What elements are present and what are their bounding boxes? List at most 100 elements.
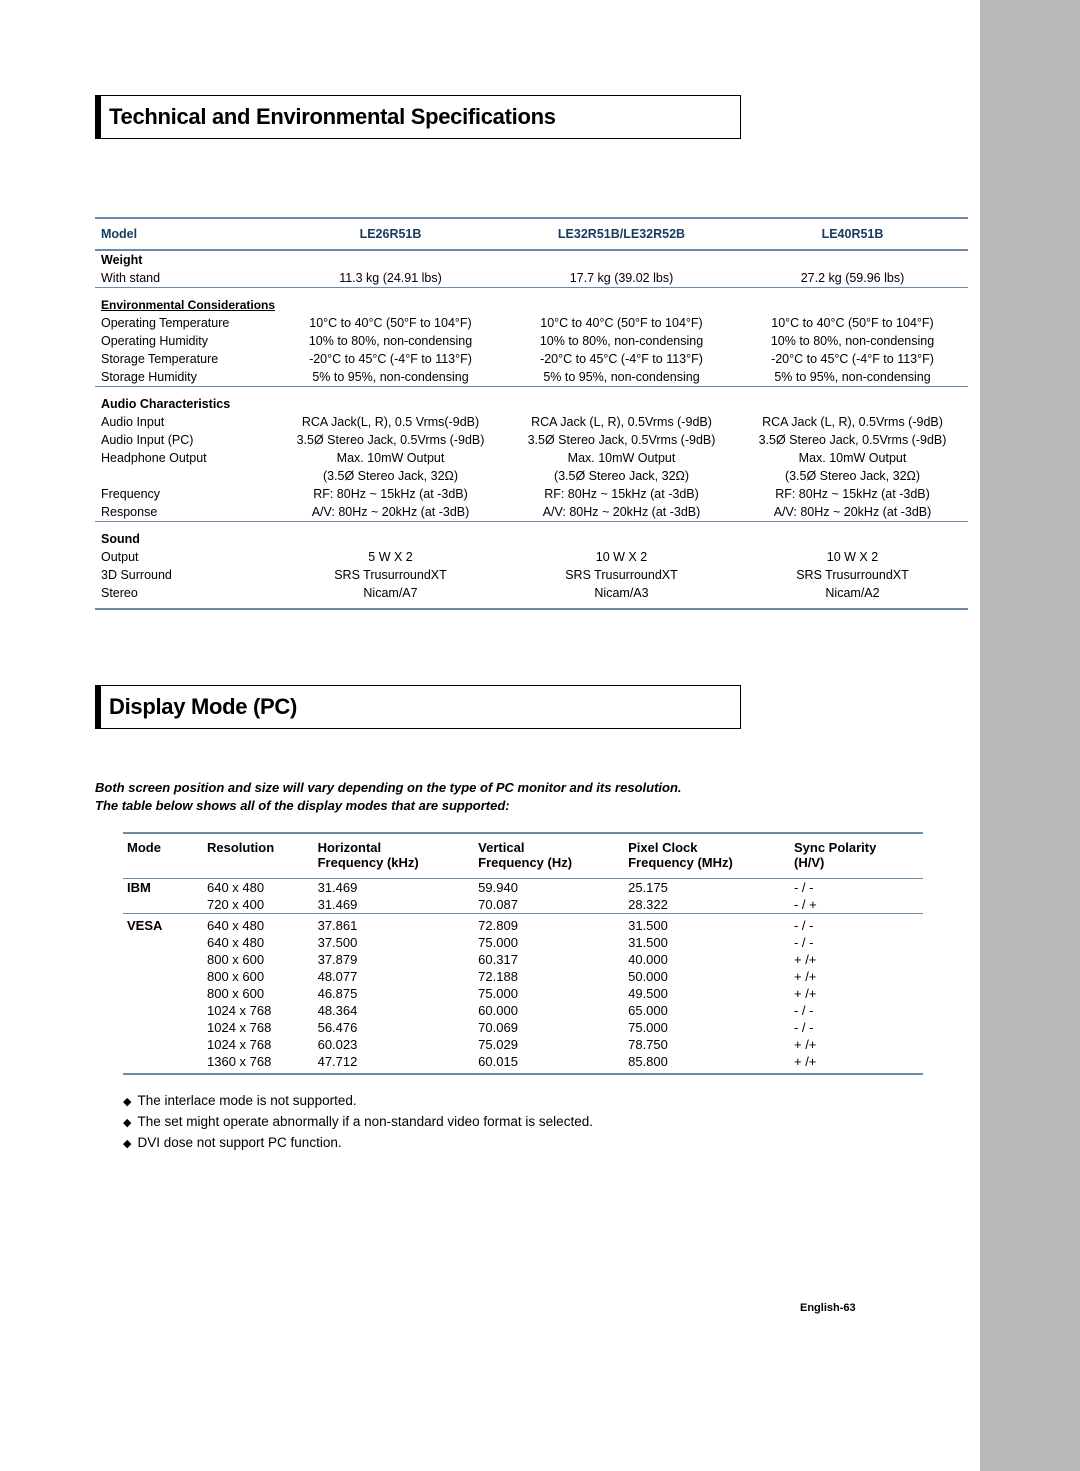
spec-row-value: (3.5Ø Stereo Jack, 32Ω)	[506, 467, 737, 485]
mode-cell: 78.750	[624, 1036, 790, 1053]
mode-cell: 75.000	[474, 934, 624, 951]
mode-cell: 37.861	[314, 914, 475, 935]
diamond-icon: ◆	[123, 1096, 131, 1108]
spec-group-title: Sound	[95, 522, 968, 549]
mode-cell: 60.015	[474, 1053, 624, 1074]
mode-cell: 640 x 480	[203, 914, 314, 935]
spec-row-value: RCA Jack(L, R), 0.5 Vrms(-9dB)	[275, 413, 506, 431]
spec-row-value: 10 W X 2	[506, 548, 737, 566]
spec-row-value: RCA Jack (L, R), 0.5Vrms (-9dB)	[737, 413, 968, 431]
spec-row-value: 3.5Ø Stereo Jack, 0.5Vrms (-9dB)	[275, 431, 506, 449]
spec-row-value: A/V: 80Hz ~ 20kHz (at -3dB)	[506, 503, 737, 522]
mode-cell: - / +	[790, 896, 923, 914]
spec-row-label: Stereo	[95, 584, 275, 609]
mode-cell: - / -	[790, 1019, 923, 1036]
section1-title: Technical and Environmental Specificatio…	[109, 104, 556, 130]
section2-title-box: Display Mode (PC)	[95, 685, 741, 729]
mode-name	[123, 934, 203, 951]
mode-cell: 1024 x 768	[203, 1036, 314, 1053]
spec-row-label: Frequency	[95, 485, 275, 503]
spec-row-label: Storage Humidity	[95, 368, 275, 387]
spec-row-label: Response	[95, 503, 275, 522]
mode-cell: 56.476	[314, 1019, 475, 1036]
spec-row-value: SRS TrusurroundXT	[737, 566, 968, 584]
page-number: English-63	[800, 1302, 856, 1314]
mode-cell: + /+	[790, 1053, 923, 1074]
mode-cell: 85.800	[624, 1053, 790, 1074]
spec-row-label: With stand	[95, 269, 275, 288]
mode-name	[123, 985, 203, 1002]
mode-cell: 37.879	[314, 951, 475, 968]
spec-table: Model LE26R51B LE32R51B/LE32R52B LE40R51…	[95, 217, 968, 610]
mode-cell: 31.500	[624, 934, 790, 951]
spec-row-value: Nicam/A3	[506, 584, 737, 609]
spec-row-value: Nicam/A2	[737, 584, 968, 609]
spec-row-value: -20°C to 45°C (-4°F to 113°F)	[506, 350, 737, 368]
spec-row-label	[95, 467, 275, 485]
mode-header: Pixel ClockFrequency (MHz)	[624, 833, 790, 879]
mode-cell: 72.809	[474, 914, 624, 935]
mode-name	[123, 1053, 203, 1074]
spec-row-value: -20°C to 45°C (-4°F to 113°F)	[737, 350, 968, 368]
spec-row-value: 11.3 kg (24.91 lbs)	[275, 269, 506, 288]
section1-title-box: Technical and Environmental Specificatio…	[95, 95, 741, 139]
mode-cell: + /+	[790, 985, 923, 1002]
mode-cell: + /+	[790, 968, 923, 985]
mode-name	[123, 1019, 203, 1036]
spec-row-value: Max. 10mW Output	[275, 449, 506, 467]
spec-row-value: -20°C to 45°C (-4°F to 113°F)	[275, 350, 506, 368]
mode-name	[123, 1036, 203, 1053]
mode-cell: 49.500	[624, 985, 790, 1002]
page-sidebar	[980, 0, 1080, 1471]
mode-cell: + /+	[790, 1036, 923, 1053]
mode-cell: 1024 x 768	[203, 1019, 314, 1036]
spec-row-value: 3.5Ø Stereo Jack, 0.5Vrms (-9dB)	[737, 431, 968, 449]
mode-header: Sync Polarity(H/V)	[790, 833, 923, 879]
mode-cell: 70.087	[474, 896, 624, 914]
note-item: ◆DVI dose not support PC function.	[123, 1133, 975, 1154]
mode-cell: - / -	[790, 1002, 923, 1019]
spec-row-value: (3.5Ø Stereo Jack, 32Ω)	[737, 467, 968, 485]
spec-row-value: 3.5Ø Stereo Jack, 0.5Vrms (-9dB)	[506, 431, 737, 449]
section2-title: Display Mode (PC)	[109, 694, 297, 720]
mode-cell: 72.188	[474, 968, 624, 985]
spec-row-value: 10°C to 40°C (50°F to 104°F)	[737, 314, 968, 332]
spec-row-value: 10 W X 2	[737, 548, 968, 566]
page-content: Technical and Environmental Specificatio…	[95, 95, 975, 1154]
mode-cell: - / -	[790, 879, 923, 897]
mode-name: VESA	[123, 914, 203, 935]
mode-cell: 1024 x 768	[203, 1002, 314, 1019]
spec-row-value: 27.2 kg (59.96 lbs)	[737, 269, 968, 288]
section2-intro: Both screen position and size will vary …	[95, 779, 975, 814]
spec-row-value: RF: 80Hz ~ 15kHz (at -3dB)	[737, 485, 968, 503]
mode-name	[123, 896, 203, 914]
spec-row-label: 3D Surround	[95, 566, 275, 584]
mode-cell: + /+	[790, 951, 923, 968]
mode-header: Resolution	[203, 833, 314, 879]
spec-header-col1: LE26R51B	[275, 218, 506, 250]
spec-row-value: 10% to 80%, non-condensing	[275, 332, 506, 350]
spec-header-col2: LE32R51B/LE32R52B	[506, 218, 737, 250]
spec-row-value: 5% to 95%, non-condensing	[275, 368, 506, 387]
mode-cell: 40.000	[624, 951, 790, 968]
spec-group-title: Weight	[95, 250, 968, 269]
mode-cell: 60.317	[474, 951, 624, 968]
spec-row-value: 5% to 95%, non-condensing	[737, 368, 968, 387]
spec-row-value: 10% to 80%, non-condensing	[506, 332, 737, 350]
mode-cell: 720 x 400	[203, 896, 314, 914]
mode-name	[123, 1002, 203, 1019]
diamond-icon: ◆	[123, 1117, 131, 1129]
spec-row-label: Output	[95, 548, 275, 566]
mode-header: VerticalFrequency (Hz)	[474, 833, 624, 879]
mode-cell: 70.069	[474, 1019, 624, 1036]
mode-cell: 48.077	[314, 968, 475, 985]
mode-header: HorizontalFrequency (kHz)	[314, 833, 475, 879]
mode-cell: 31.469	[314, 879, 475, 897]
mode-cell: 31.469	[314, 896, 475, 914]
spec-header-model: Model	[95, 218, 275, 250]
spec-row-value: 10°C to 40°C (50°F to 104°F)	[275, 314, 506, 332]
mode-cell: 800 x 600	[203, 951, 314, 968]
mode-cell: 800 x 600	[203, 985, 314, 1002]
spec-header-col3: LE40R51B	[737, 218, 968, 250]
mode-cell: 48.364	[314, 1002, 475, 1019]
